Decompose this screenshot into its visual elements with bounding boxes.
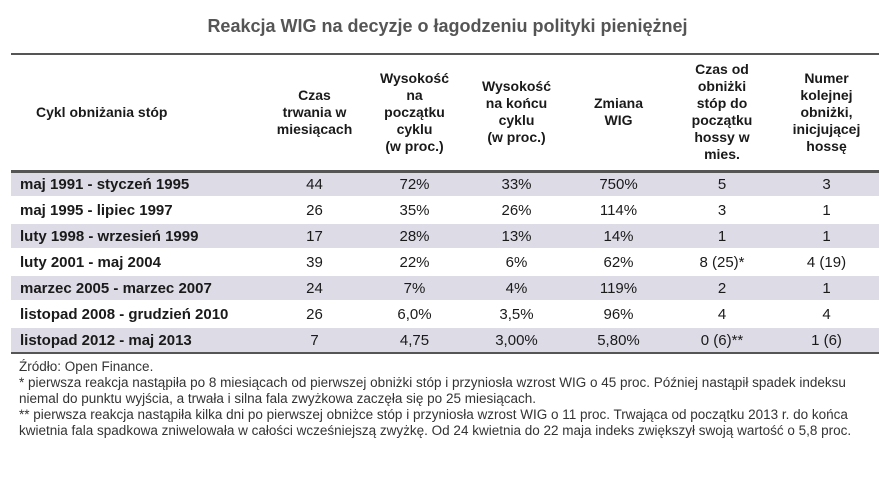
header-line: Numer [804,69,849,86]
header-line: kolejnej [800,86,853,103]
header-line: hossę [806,137,847,154]
cell-col-cycle: luty 2001 - maj 2004 [11,249,266,276]
cell-col-duration: 26 [266,301,363,328]
cell-col-time-to-bull: 3 [670,197,774,224]
header-col-duration: Czas trwania w miesiącach [266,53,363,173]
table-row: listopad 2012 - maj 2013 7 4,75 3,00% 5,80% 0… [11,327,879,354]
cell-col-rate-end: 6% [466,249,567,276]
cell-col-rate-start: 6,0% [363,301,466,328]
header-line: Czas od [695,61,749,78]
header-line: stóp do [696,95,748,112]
header-line: na [406,86,423,103]
cell-col-rate-start: 72% [363,171,466,198]
cell-col-cut-number: 4 (19) [774,249,879,276]
table-row: marzec 2005 - marzec 2007 24 7% 4% 119% 2 1 [11,275,879,302]
header-line: hossy w [694,129,750,146]
cell-col-cut-number: 1 [774,275,879,302]
cell-col-cycle: marzec 2005 - marzec 2007 [11,275,266,302]
table-title: Reakcja WIG na decyzje o łagodzeniu poli… [207,16,688,36]
header-row: Cykl obniżania stóp Czas trwania w miesiąca… [11,53,879,173]
cell-col-duration: 17 [266,223,363,250]
table-row: luty 1998 - wrzesień 1999 17 28% 13% 14% 1 1 [11,223,879,250]
cell-col-duration: 26 [266,197,363,224]
cell-col-duration: 7 [266,327,363,354]
table-row: listopad 2008 - grudzień 2010 26 6,0% 3,5% 9… [11,301,879,328]
cell-col-rate-start: 28% [363,223,466,250]
cell-col-wig-change: 5,80% [567,327,670,354]
footnote-1: * pierwsza reakcja nastąpiła po 8 miesią… [19,375,846,406]
header-line: Cykl obniżania stóp [36,103,168,120]
cell-col-wig-change: 119% [567,275,670,302]
cell-col-time-to-bull: 4 [670,301,774,328]
cell-col-wig-change: 750% [567,171,670,198]
header-line: trwania w [282,103,347,120]
cell-col-cycle: listopad 2008 - grudzień 2010 [11,301,266,328]
header-line: obniżki [697,78,747,95]
cell-col-rate-start: 35% [363,197,466,224]
cell-col-cut-number: 1 [774,197,879,224]
header-col-wig-change: Zmiana WIG [567,53,670,173]
header-line: Wysokość [380,69,449,86]
cell-col-rate-end: 4% [466,275,567,302]
cell-col-wig-change: 114% [567,197,670,224]
cell-col-duration: 44 [266,171,363,198]
header-line: cyklu [396,120,433,137]
cell-col-cycle: luty 1998 - wrzesień 1999 [11,223,266,250]
header-line: cyklu [498,112,535,129]
header-line: Zmiana [593,95,643,112]
source-note: Źródło: Open Finance. [19,359,154,374]
header-col-rate-end: Wysokość na końcu cyklu (w proc.) [466,53,567,173]
cell-col-rate-end: 33% [466,171,567,198]
cell-col-time-to-bull: 2 [670,275,774,302]
header-line: inicjującej [792,120,861,137]
cell-col-cycle: maj 1991 - styczeń 1995 [11,171,266,198]
cell-col-wig-change: 62% [567,249,670,276]
cell-col-time-to-bull: 8 (25)* [670,249,774,276]
header-col-time-to-bull: Czas od obniżki stóp do początku hossy w mies… [670,53,774,173]
table-row: luty 2001 - maj 2004 39 22% 6% 62% 8 (25)* 4 (… [11,249,879,276]
cell-col-duration: 24 [266,275,363,302]
cell-col-wig-change: 96% [567,301,670,328]
header-line: Czas [298,86,331,103]
cell-col-rate-start: 7% [363,275,466,302]
header-line: początku [384,103,445,120]
header-line: obniżki, [800,103,853,120]
cell-col-cut-number: 1 [774,223,879,250]
cell-col-cycle: listopad 2012 - maj 2013 [11,327,266,354]
header-line: początku [691,112,753,129]
cell-col-rate-end: 3,00% [466,327,567,354]
header-line: (w proc.) [385,137,444,154]
table-row: maj 1995 - lipiec 1997 26 35% 26% 114% 3 1 [11,197,879,224]
table-body: maj 1991 - styczeń 1995 44 72% 33% 750% 5 3 maj… [11,171,879,354]
cell-col-rate-start: 22% [363,249,466,276]
cell-col-rate-start: 4,75 [363,327,466,354]
header-col-cut-number: Numer kolejnej obniżki, inicjującej hossę [774,53,879,173]
cell-col-cycle: maj 1995 - lipiec 1997 [11,197,266,224]
cell-col-rate-end: 13% [466,223,567,250]
cell-col-cut-number: 4 [774,301,879,328]
header-line: mies. [704,146,740,163]
cell-col-rate-end: 3,5% [466,301,567,328]
header-line: miesiącach [276,120,353,137]
cell-col-time-to-bull: 1 [670,223,774,250]
header-line: (w proc.) [487,129,546,146]
header-line: WIG [604,112,633,129]
cell-col-cut-number: 1 (6) [774,327,879,354]
cell-col-time-to-bull: 0 (6)** [670,327,774,354]
header-col-rate-start: Wysokość na początku cyklu (w proc.) [363,53,466,173]
header-line: Wysokość [482,78,551,95]
footnotes: Źródło: Open Finance. * pierwsza reakcja… [19,359,869,439]
data-table-container: Cykl obniżania stóp Czas trwania w miesiąca… [11,53,879,354]
cell-col-wig-change: 14% [567,223,670,250]
header-col-cycle: Cykl obniżania stóp [11,53,266,173]
cell-col-cut-number: 3 [774,171,879,198]
header-line: na końcu [485,95,548,112]
wig-reaction-table: Cykl obniżania stóp Czas trwania w miesiąca… [11,53,879,354]
cell-col-rate-end: 26% [466,197,567,224]
cell-col-time-to-bull: 5 [670,171,774,198]
cell-col-duration: 39 [266,249,363,276]
table-row: maj 1991 - styczeń 1995 44 72% 33% 750% 5 3 [11,171,879,198]
footnote-2: ** pierwsza reakcja nastąpiła kilka dni … [19,407,852,438]
